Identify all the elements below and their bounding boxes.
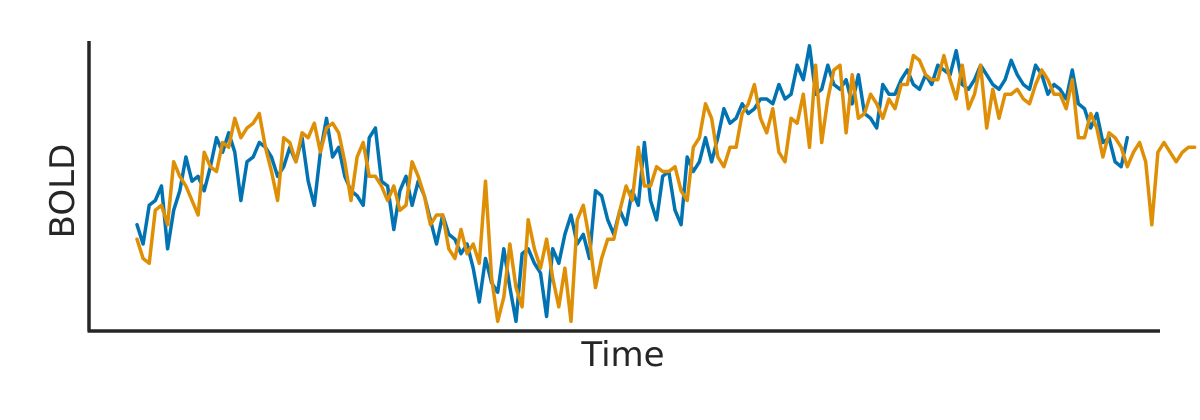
y-axis-label: BOLD [43,144,83,239]
x-axis-label: Time [580,335,664,375]
series-line-2 [135,53,1197,324]
plot-area [135,44,1197,324]
series-line-1 [135,44,1130,324]
